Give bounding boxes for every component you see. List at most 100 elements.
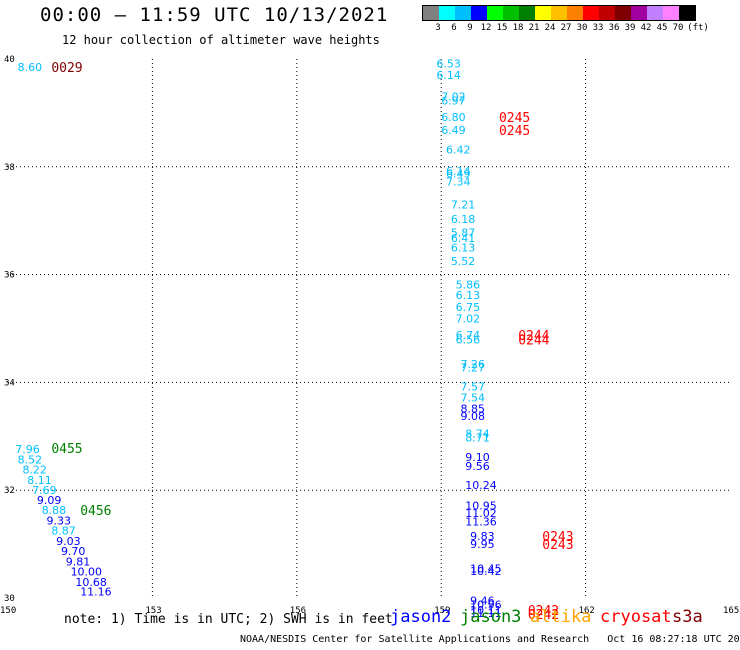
swh-label: 7.21 bbox=[451, 199, 476, 212]
swh-label: 5.52 bbox=[451, 255, 476, 268]
swh-label: 7.96 bbox=[15, 443, 40, 456]
satellite-jason2: jason2 bbox=[390, 607, 452, 627]
swh-label: 10.96 bbox=[470, 598, 502, 611]
color-swatch bbox=[647, 6, 663, 20]
color-legend-label: 30 bbox=[576, 23, 588, 33]
y-tick-label: 36 bbox=[4, 271, 15, 281]
color-legend-label: 42 bbox=[640, 23, 652, 33]
swh-label: 11.11 bbox=[470, 607, 502, 620]
time-label: 0245 bbox=[499, 124, 530, 139]
swh-label: 9.08 bbox=[460, 410, 485, 423]
swh-label: 8.85 bbox=[460, 402, 485, 415]
y-tick-label: 30 bbox=[4, 594, 15, 604]
swh-label: 7.26 bbox=[460, 358, 485, 371]
swh-label: 10.68 bbox=[75, 576, 107, 589]
swh-label: 11.02 bbox=[465, 507, 497, 520]
swh-label: 9.81 bbox=[66, 555, 91, 568]
color-swatch bbox=[567, 6, 583, 20]
color-swatch bbox=[455, 6, 471, 20]
satellite-jason3: jason3 bbox=[460, 607, 522, 627]
swh-label: 7.27 bbox=[460, 361, 485, 374]
swh-label: 5.86 bbox=[456, 278, 481, 291]
swh-label: 8.71 bbox=[465, 431, 490, 444]
swh-label: 6.13 bbox=[456, 289, 481, 302]
color-legend-labels: 3 6 9 12 15 18 21 24 27 30 33 36 39 42 45 70 (ft) bbox=[422, 21, 709, 35]
color-swatch bbox=[631, 6, 647, 20]
swh-label: 8.52 bbox=[18, 453, 43, 466]
color-legend-label: 33 bbox=[592, 23, 604, 33]
chart-subtitle: 12 hour collection of altimeter wave hei… bbox=[62, 33, 380, 47]
swh-label: 9.56 bbox=[465, 460, 490, 473]
time-label: 0244 bbox=[518, 329, 549, 344]
swh-label: 7.34 bbox=[446, 175, 471, 188]
swh-label: 10.45 bbox=[470, 562, 502, 575]
satellite-altika: altika bbox=[530, 607, 592, 627]
time-label: 0245 bbox=[499, 111, 530, 126]
swh-label: 6.53 bbox=[436, 57, 461, 70]
swh-label: 9.70 bbox=[61, 545, 86, 558]
color-legend-label: 45 bbox=[656, 23, 668, 33]
time-label: 0243 bbox=[542, 538, 573, 553]
time-label: 0242 bbox=[528, 604, 559, 619]
swh-label: 6.42 bbox=[446, 144, 471, 157]
color-swatch bbox=[439, 6, 455, 20]
swh-label: 6.14 bbox=[436, 69, 461, 82]
x-tick-label: 159 bbox=[434, 606, 450, 616]
swh-label: 10.42 bbox=[470, 565, 502, 578]
swh-label: 6.74 bbox=[456, 329, 481, 342]
swh-label: 9.33 bbox=[47, 514, 72, 527]
swh-label: 5.87 bbox=[451, 227, 476, 240]
swh-label: 9.03 bbox=[56, 535, 80, 548]
swh-label: 8.87 bbox=[51, 525, 76, 538]
x-tick-label: 165 bbox=[723, 606, 739, 616]
swh-label: 10.00 bbox=[71, 566, 103, 579]
color-swatch bbox=[471, 6, 487, 20]
y-tick-label: 38 bbox=[4, 163, 15, 173]
x-tick-label: 153 bbox=[145, 606, 161, 616]
swh-label: 9.10 bbox=[465, 451, 490, 464]
color-swatch bbox=[535, 6, 551, 20]
footer-note: note: 1) Time is in UTC; 2) SWH is in fe… bbox=[64, 612, 393, 627]
swh-label: 8.60 bbox=[18, 61, 43, 74]
swh-label: 9.95 bbox=[470, 538, 495, 551]
swh-label: 10.11 bbox=[470, 604, 502, 617]
color-legend-label: 36 bbox=[608, 23, 620, 33]
time-label: 0029 bbox=[51, 61, 82, 76]
color-legend-label: 27 bbox=[560, 23, 572, 33]
color-swatch bbox=[487, 6, 503, 20]
color-legend-label: 9 bbox=[467, 23, 473, 33]
swh-label: 9.83 bbox=[470, 530, 495, 543]
color-legend-label: 6 bbox=[451, 23, 457, 33]
swh-label: 7.69 bbox=[32, 484, 57, 497]
swh-label: 7.02 bbox=[456, 312, 481, 325]
time-label: 0242 bbox=[528, 608, 559, 623]
satellite-s3a: s3a bbox=[672, 607, 703, 627]
swh-label: 11.36 bbox=[465, 515, 497, 528]
color-legend-label: 39 bbox=[624, 23, 636, 33]
swh-label: 8.11 bbox=[27, 474, 52, 487]
swh-label: 6.49 bbox=[446, 167, 471, 180]
swh-label: 6.49 bbox=[441, 124, 466, 137]
color-legend-label: 70 bbox=[672, 23, 684, 33]
color-legend: 3 6 9 12 15 18 21 24 27 30 33 36 39 42 45 70 (ft) bbox=[422, 5, 709, 35]
color-swatch bbox=[519, 6, 535, 20]
color-legend-label: 12 bbox=[480, 23, 492, 33]
color-legend-label: 3 bbox=[435, 23, 441, 33]
swh-label: 7.02 bbox=[441, 91, 466, 104]
time-label: 0244 bbox=[518, 333, 549, 348]
swh-label: 8.74 bbox=[465, 428, 490, 441]
swh-label: 11.16 bbox=[80, 586, 112, 599]
color-legend-swatches bbox=[422, 5, 696, 21]
color-legend-label: 21 bbox=[528, 23, 540, 33]
color-swatch bbox=[679, 6, 695, 20]
swh-label: 8.22 bbox=[22, 464, 47, 477]
swh-label: 6.56 bbox=[456, 333, 481, 346]
chart-title: 00:00 — 11:59 UTC 10/13/2021 bbox=[40, 4, 389, 26]
swh-label: 7.54 bbox=[460, 391, 485, 404]
color-legend-label: 24 bbox=[544, 23, 556, 33]
time-label: 0243 bbox=[542, 530, 573, 545]
swh-label: 6.18 bbox=[451, 213, 476, 226]
time-label: 0455 bbox=[51, 442, 82, 457]
color-legend-label: (ft) bbox=[687, 23, 709, 33]
